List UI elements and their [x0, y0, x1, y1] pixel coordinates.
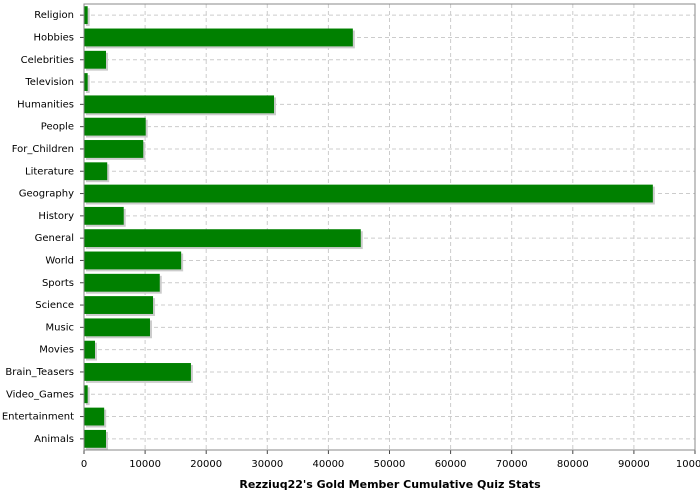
bar	[84, 6, 88, 25]
x-tick-label: 100000	[676, 459, 700, 470]
y-tick-label: Music	[46, 322, 74, 333]
bar	[84, 385, 88, 404]
x-tick-label: 10000	[129, 459, 161, 470]
bar	[84, 340, 95, 359]
bar	[84, 429, 106, 448]
bar-shadow	[86, 8, 90, 27]
bar	[84, 162, 108, 181]
x-tick-label: 20000	[190, 459, 222, 470]
y-tick-label: Hobbies	[34, 32, 74, 43]
y-tick-label: Science	[35, 300, 74, 311]
y-tick-label: Brain_Teasers	[5, 367, 74, 378]
y-tick-label: For_Children	[12, 144, 74, 155]
bar	[84, 140, 144, 158]
bar	[84, 363, 191, 381]
plot-border	[83, 3, 696, 451]
y-tick-label: Sports	[42, 278, 74, 289]
x-tick-label: 70000	[496, 459, 528, 470]
y-tick-label: People	[41, 122, 74, 133]
bar	[84, 273, 160, 292]
x-tick-label: 0	[81, 459, 87, 470]
bar	[84, 28, 353, 47]
bar	[84, 318, 150, 337]
bar	[84, 117, 146, 136]
y-tick-label: History	[38, 211, 74, 222]
bar	[84, 50, 106, 69]
y-tick-label: General	[35, 233, 74, 244]
y-tick-label: Celebrities	[21, 55, 74, 66]
y-tick-label: Television	[24, 77, 74, 88]
bar	[84, 229, 361, 248]
bar	[84, 73, 88, 91]
x-tick-label: 80000	[557, 459, 589, 470]
bar-shadow	[86, 387, 90, 406]
y-tick-label: Animals	[34, 434, 74, 445]
bar	[84, 296, 154, 314]
x-tick-label: 60000	[435, 459, 467, 470]
x-tick-label: 30000	[251, 459, 283, 470]
bar	[84, 95, 275, 114]
y-tick-label: Religion	[34, 10, 74, 21]
bar	[84, 184, 653, 203]
chart-title: Rezziuq22's Gold Member Cumulative Quiz …	[239, 478, 541, 491]
y-tick-label: Geography	[19, 189, 74, 200]
bar	[84, 251, 182, 270]
bar	[84, 206, 124, 225]
x-tick-label: 40000	[312, 459, 344, 470]
bar-shadow	[86, 75, 90, 93]
x-tick-label: 90000	[618, 459, 650, 470]
y-tick-label: World	[45, 255, 74, 266]
x-tick-label: 50000	[374, 459, 406, 470]
y-tick-label: Movies	[39, 345, 74, 356]
bar	[84, 407, 105, 426]
y-tick-label: Humanities	[17, 99, 74, 110]
y-tick-label: Video_Games	[6, 389, 74, 400]
y-tick-label: Entertainment	[2, 412, 74, 423]
y-tick-label: Literature	[25, 166, 74, 177]
